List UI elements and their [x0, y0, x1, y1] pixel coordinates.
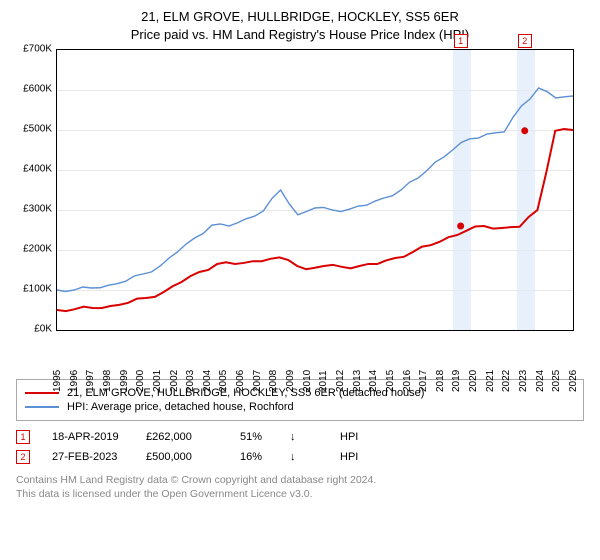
chart-title: 21, ELM GROVE, HULLBRIDGE, HOCKLEY, SS5 …	[12, 8, 588, 43]
x-tick-label: 1996	[69, 370, 80, 392]
x-tick-label: 2004	[202, 370, 213, 392]
y-tick-label: £600K	[23, 84, 52, 95]
flag-pct: 16%	[240, 451, 268, 463]
x-tick-label: 2013	[352, 370, 363, 392]
title-line2: Price paid vs. HM Land Registry's House …	[12, 26, 588, 44]
x-tick-label: 2007	[252, 370, 263, 392]
x-tick-label: 2012	[335, 370, 346, 392]
x-tick-label: 2026	[568, 370, 579, 392]
y-tick-label: £300K	[23, 204, 52, 215]
series-marker	[521, 127, 528, 134]
flag-arrow: ↓	[290, 451, 318, 463]
x-tick-label: 2023	[518, 370, 529, 392]
flag-table: 1 18-APR-2019 £262,000 51% ↓ HPI 2 27-FEB-2023 £…	[16, 427, 584, 467]
y-tick-label: £700K	[23, 44, 52, 55]
x-tick-label: 2010	[302, 370, 313, 392]
x-tick-label: 2006	[235, 370, 246, 392]
x-tick-label: 2011	[318, 371, 329, 393]
flag-arrow: ↓	[290, 431, 318, 443]
x-tick-label: 2020	[468, 370, 479, 392]
legend-swatch	[25, 392, 59, 394]
y-tick-label: £100K	[23, 284, 52, 295]
x-tick-label: 2015	[385, 370, 396, 392]
x-tick-label: 2024	[535, 370, 546, 392]
flag-row: 1 18-APR-2019 £262,000 51% ↓ HPI	[16, 427, 584, 447]
y-axis: £0K£100K£200K£300K£400K£500K£600K£700K	[12, 49, 56, 329]
flag-row: 2 27-FEB-2023 £500,000 16% ↓ HPI	[16, 447, 584, 467]
flag-number-box: 1	[16, 430, 30, 444]
footer-attribution: Contains HM Land Registry data © Crown c…	[16, 473, 584, 501]
x-tick-label: 2018	[435, 370, 446, 392]
flag-date: 27-FEB-2023	[52, 451, 124, 463]
footer-line1: Contains HM Land Registry data © Crown c…	[16, 473, 584, 487]
chart-area: £0K£100K£200K£300K£400K£500K£600K£700K 1…	[12, 49, 572, 369]
y-tick-label: £400K	[23, 164, 52, 175]
legend-row: HPI: Average price, detached house, Roch…	[25, 400, 575, 414]
x-tick-label: 2005	[218, 370, 229, 392]
x-tick-label: 2021	[485, 370, 496, 392]
plot-area: 12	[56, 49, 574, 331]
x-tick-label: 2014	[368, 370, 379, 392]
legend-swatch	[25, 406, 59, 408]
y-tick-label: £500K	[23, 124, 52, 135]
flag-vs: HPI	[340, 451, 368, 463]
flag-number-box: 2	[16, 450, 30, 464]
x-tick-label: 2019	[451, 370, 462, 392]
y-tick-label: £0K	[34, 324, 52, 335]
x-tick-label: 2017	[418, 370, 429, 392]
x-tick-label: 2022	[501, 370, 512, 392]
series-marker	[457, 223, 464, 230]
flag-date: 18-APR-2019	[52, 431, 124, 443]
x-tick-label: 1998	[102, 370, 113, 392]
footer-line2: This data is licensed under the Open Gov…	[16, 487, 584, 501]
x-tick-label: 2001	[152, 370, 163, 392]
x-axis: 1995199619971998199920002001200220032004…	[56, 331, 572, 369]
x-tick-label: 2002	[169, 370, 180, 392]
flag-label: 1	[454, 34, 468, 48]
x-tick-label: 1995	[52, 370, 63, 392]
flag-price: £500,000	[146, 451, 218, 463]
series-line	[57, 88, 573, 291]
series-svg	[57, 50, 573, 330]
y-tick-label: £200K	[23, 244, 52, 255]
x-tick-label: 1997	[85, 370, 96, 392]
x-tick-label: 2003	[185, 370, 196, 392]
flag-pct: 51%	[240, 431, 268, 443]
legend-label: HPI: Average price, detached house, Roch…	[67, 401, 294, 413]
series-line	[57, 129, 573, 311]
flag-price: £262,000	[146, 431, 218, 443]
flag-vs: HPI	[340, 431, 368, 443]
flag-label: 2	[518, 34, 532, 48]
x-tick-label: 2008	[268, 370, 279, 392]
x-tick-label: 2000	[135, 370, 146, 392]
x-tick-label: 2025	[551, 370, 562, 392]
x-tick-label: 2009	[285, 370, 296, 392]
x-tick-label: 1999	[119, 370, 130, 392]
title-line1: 21, ELM GROVE, HULLBRIDGE, HOCKLEY, SS5 …	[12, 8, 588, 26]
x-tick-label: 2016	[402, 370, 413, 392]
